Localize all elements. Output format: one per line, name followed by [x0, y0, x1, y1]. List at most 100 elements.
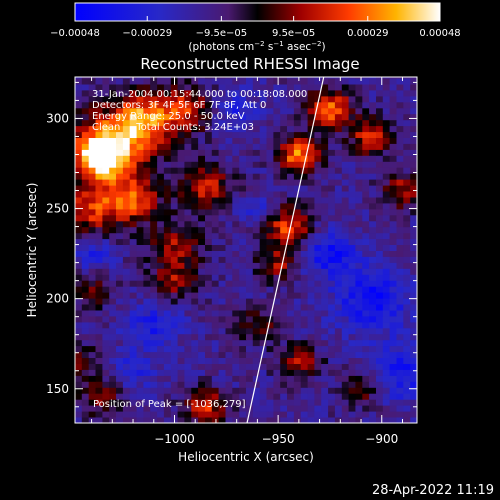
heatmap-cell: [389, 250, 397, 257]
heatmap-cell: [348, 220, 356, 228]
heatmap-cell: [410, 375, 417, 382]
heatmap-cell: [218, 321, 226, 329]
heatmap-cell: [410, 149, 417, 156]
heatmap-cell: [369, 321, 377, 329]
heatmap-cell: [376, 149, 384, 156]
heatmap-cell: [293, 220, 302, 228]
heatmap-cell: [122, 292, 131, 299]
heatmap-cell: [280, 321, 288, 329]
heatmap-cell: [143, 179, 151, 186]
heatmap-cell: [293, 149, 302, 156]
heatmap-cell: [369, 90, 377, 97]
heatmap-cell: [184, 321, 192, 329]
heatmap-cell: [389, 387, 397, 394]
heatmap-cell: [321, 399, 329, 406]
heatmap-cell: [157, 357, 165, 364]
heatmap-cell: [136, 191, 144, 198]
heatmap-cell: [143, 191, 151, 198]
heatmap-cell: [321, 185, 329, 192]
heatmap-cell: [205, 405, 213, 412]
heatmap-cell: [198, 149, 206, 156]
heatmap-cell: [362, 173, 370, 180]
heatmap-cell: [396, 238, 404, 245]
heatmap-cell: [307, 238, 315, 245]
heatmap-cell: [328, 369, 336, 376]
heatmap-cell: [232, 95, 240, 103]
heatmap-cell: [177, 232, 185, 240]
heatmap-cell: [382, 375, 391, 382]
heatmap-cell: [293, 274, 302, 281]
heatmap-cell: [362, 310, 370, 317]
heatmap-cell: [280, 208, 288, 216]
heatmap-cell: [88, 280, 96, 287]
heatmap-cell: [403, 214, 411, 222]
heatmap-cell: [403, 179, 411, 186]
heatmap-cell: [382, 113, 391, 121]
heatmap-cell: [246, 125, 254, 133]
heatmap-cell: [410, 327, 417, 335]
heatmap-cell: [184, 220, 192, 228]
heatmap-cell: [122, 304, 131, 311]
heatmap-cell: [341, 125, 350, 133]
heatmap-cell: [287, 399, 295, 406]
heatmap-cell: [232, 369, 240, 376]
heatmap-cell: [184, 107, 192, 115]
heatmap-cell: [191, 262, 199, 269]
heatmap-cell: [362, 238, 370, 245]
heatmap-cell: [287, 125, 295, 133]
heatmap-cell: [287, 286, 295, 293]
heatmap-cell: [150, 167, 158, 174]
heatmap-cell: [403, 292, 411, 299]
heatmap-cell: [232, 304, 240, 311]
heatmap-cell: [259, 167, 267, 174]
heatmap-cell: [157, 351, 165, 358]
heatmap-cell: [252, 167, 261, 174]
heatmap-cell: [191, 161, 199, 168]
heatmap-cell: [300, 244, 308, 251]
heatmap-cell: [177, 197, 185, 204]
heatmap-cell: [143, 327, 151, 335]
heatmap-cell: [218, 149, 226, 156]
heatmap-cell: [177, 191, 185, 198]
heatmap-cell: [88, 113, 96, 121]
heatmap-cell: [177, 393, 185, 400]
heatmap-cell: [129, 197, 137, 204]
heatmap-cell: [266, 185, 274, 192]
heatmap-cell: [417, 197, 424, 203]
heatmap-cell: [136, 333, 144, 341]
heatmap-cell: [328, 327, 336, 335]
heatmap-cell: [293, 232, 302, 240]
heatmap-cell: [205, 185, 213, 192]
heatmap-cell: [122, 363, 131, 370]
heatmap-cell: [382, 339, 391, 347]
heatmap-cell: [321, 375, 329, 382]
heatmap-cell: [369, 393, 377, 400]
heatmap-cell: [184, 268, 192, 275]
heatmap-cell: [287, 137, 295, 144]
heatmap-cell: [109, 369, 117, 376]
heatmap-cell: [396, 310, 404, 317]
heatmap-cell: [307, 256, 315, 263]
heatmap-cell: [334, 113, 343, 121]
heatmap-cell: [389, 286, 397, 293]
heatmap-cell: [300, 173, 308, 180]
heatmap-cell: [389, 292, 397, 299]
heatmap-cell: [157, 78, 165, 85]
heatmap-cell: [205, 244, 213, 251]
heatmap-cell: [348, 316, 356, 323]
heatmap-cell: [314, 90, 322, 97]
heatmap-cell: [252, 339, 261, 347]
heatmap-cell: [396, 220, 404, 228]
heatmap-cell: [403, 250, 411, 257]
heatmap-cell: [403, 220, 411, 228]
heatmap-cell: [218, 167, 226, 174]
heatmap-cell: [75, 125, 83, 133]
heatmap-cell: [198, 214, 206, 222]
heatmap-cell: [328, 137, 336, 144]
heatmap-cell: [293, 131, 302, 138]
heatmap-cell: [150, 238, 158, 245]
heatmap-cell: [184, 310, 192, 317]
heatmap-cell: [211, 101, 220, 109]
heatmap-cell: [252, 226, 261, 234]
heatmap-cell: [246, 399, 254, 406]
